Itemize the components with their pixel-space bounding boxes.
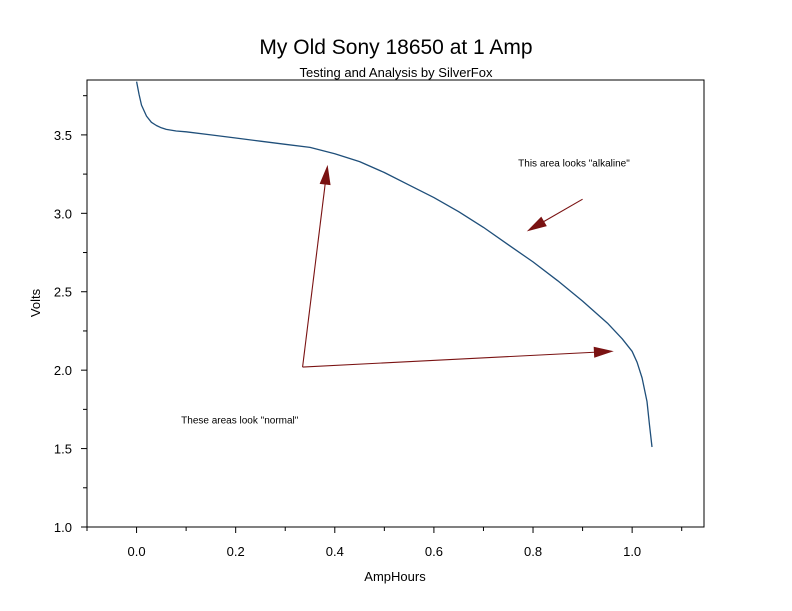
annotation-arrow-head [319,164,331,186]
annotation-text: These areas look "normal" [181,415,299,426]
annotation-arrow-line [302,351,595,368]
plot-frame [86,79,705,528]
x-tick-label: 0.4 [326,544,344,559]
x-tick-label: 0.0 [128,544,146,559]
y-tick-label: 1.0 [54,520,72,535]
x-tick-label: 0.6 [425,544,443,559]
annotations-group: This area looks "alkaline" These areas lo… [181,158,630,426]
annotation-arrow-head [526,216,547,232]
y-tick-label: 1.5 [54,442,72,457]
chart-subtitle: Testing and Analysis by SilverFox [300,65,493,80]
arrows-group [302,164,614,368]
annotation-arrow-line [302,184,326,368]
y-tick-label: 2.0 [54,363,72,378]
x-tick-label: 0.2 [227,544,245,559]
y-tick-label: 3.0 [54,206,72,221]
annotation-arrow-head [593,346,614,358]
y-axis-label: Volts [28,288,43,317]
series-group [135,81,653,448]
x-tick-label: 0.8 [524,544,542,559]
chart-title: My Old Sony 18650 at 1 Amp [259,36,532,59]
y-tick-label: 2.5 [54,285,72,300]
y-tick-label: 3.5 [54,128,72,143]
annotation-arrow-line [543,198,583,223]
annotation-text: This area looks "alkaline" [518,158,630,169]
ticks: 0.0 0.2 0.4 0.6 0.8 1.0 1.0 1.5 2.0 2.5 3.0 3.5 [54,95,683,559]
discharge-curve-line [135,81,653,448]
x-tick-label: 1.0 [623,544,641,559]
x-axis-label: AmpHours [364,569,426,584]
